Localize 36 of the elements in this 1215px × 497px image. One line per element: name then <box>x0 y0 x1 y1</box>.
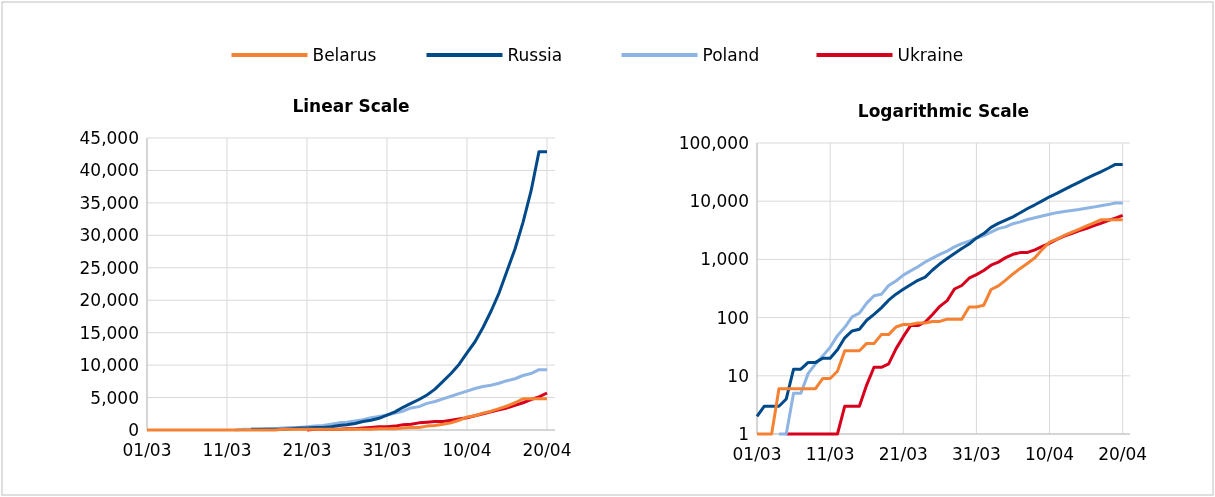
x-tick-label: 01/03 <box>122 440 172 460</box>
line-series <box>145 397 549 432</box>
legend-label: Poland <box>702 44 760 65</box>
y-tick-label: 100 <box>716 307 749 328</box>
x-tick-label: 31/03 <box>362 440 412 460</box>
x-tick-label: 20/04 <box>522 440 572 460</box>
legend-label: Belarus <box>312 44 377 65</box>
y-tick-label: 1,000 <box>700 249 749 270</box>
y-tick-label: 20,000 <box>79 290 139 311</box>
y-tick-label: 10,000 <box>79 355 139 376</box>
y-tick-label: 40,000 <box>79 160 139 181</box>
x-tick-label: 01/03 <box>732 444 782 464</box>
y-tick-label: 30,000 <box>79 225 139 246</box>
x-tick-label: 11/03 <box>202 440 252 460</box>
y-tick-label: 100,000 <box>678 132 749 153</box>
y-tick-label: 10,000 <box>689 191 749 212</box>
y-tick-label: 35,000 <box>79 192 139 213</box>
x-tick-label: 31/03 <box>951 444 1001 464</box>
chart-title: Linear Scale <box>292 96 410 116</box>
x-tick-label: 21/03 <box>282 440 332 460</box>
line-series <box>755 162 1125 418</box>
y-tick-label: 25,000 <box>79 257 139 278</box>
y-tick-label: 10 <box>727 365 749 386</box>
x-tick-label: 21/03 <box>878 444 928 464</box>
x-tick-label: 10/04 <box>442 440 492 460</box>
legend-label: Russia <box>507 44 563 65</box>
y-tick-label: 45,000 <box>79 127 139 148</box>
x-tick-label: 20/04 <box>1098 444 1148 464</box>
x-tick-label: 11/03 <box>805 444 855 464</box>
y-tick-label: 5,000 <box>90 387 139 408</box>
y-tick-label: 0 <box>128 419 139 440</box>
y-tick-label: 1 <box>738 423 749 444</box>
y-tick-label: 15,000 <box>79 322 139 343</box>
x-tick-label: 10/04 <box>1025 444 1075 464</box>
chart-title: Logarithmic Scale <box>857 101 1030 121</box>
legend-label: Ukraine <box>897 44 964 65</box>
